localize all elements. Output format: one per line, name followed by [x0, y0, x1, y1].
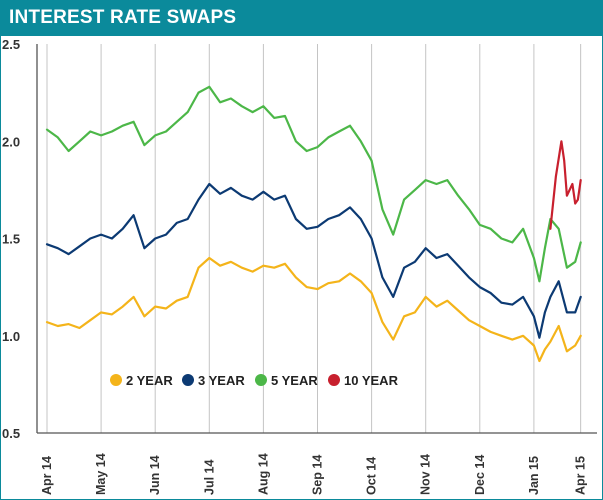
- x-tick-label: Jun 14: [148, 455, 162, 495]
- legend-label: 3 YEAR: [198, 373, 245, 388]
- series-line-10-year: [549, 140, 582, 230]
- y-tick-label: 2.0: [2, 134, 20, 149]
- x-tick-labels: Apr 14 May 14 Jun 14 Jul 14 Aug 14 Sep 14 Oct …: [40, 453, 588, 495]
- x-tick-label: Aug 14: [256, 453, 270, 495]
- y-tick-labels: 0.5 1.0 1.5 2.0 2.5: [2, 37, 20, 441]
- x-tick-label: May 14: [94, 453, 108, 495]
- y-tick-label: 0.5: [2, 426, 20, 441]
- legend-label: 2 YEAR: [126, 373, 173, 388]
- x-tick-label: Apr 14: [40, 456, 54, 495]
- legend-label: 5 YEAR: [271, 373, 318, 388]
- x-tick-label: Jul 14: [202, 460, 216, 495]
- x-tick-label: Nov 14: [419, 454, 433, 495]
- y-tick-label: 1.0: [2, 329, 20, 344]
- x-tick-label: Sep 14: [311, 455, 325, 495]
- y-tick-label: 2.5: [2, 37, 20, 52]
- series-line-5-year: [45, 85, 582, 283]
- legend-marker: [255, 374, 267, 386]
- series-line-2-year: [45, 256, 582, 363]
- x-tick-label: Oct 14: [365, 457, 379, 495]
- axes: [36, 44, 597, 434]
- legend-marker: [328, 374, 340, 386]
- x-tick-label: Dec 14: [473, 455, 487, 495]
- chart-header: INTEREST RATE SWAPS: [0, 0, 603, 36]
- legend-marker: [110, 374, 122, 386]
- chart-title: INTEREST RATE SWAPS: [9, 7, 237, 28]
- legend-marker: [182, 374, 194, 386]
- x-tick-label: Jan 15: [527, 456, 541, 495]
- y-tick-label: 1.5: [2, 232, 20, 247]
- series-lines: [45, 85, 582, 363]
- x-tick-label: Apr 15: [574, 456, 588, 495]
- legend: 2 YEAR 3 YEAR 5 YEAR 10 YEAR: [110, 373, 399, 388]
- legend-label: 10 YEAR: [344, 373, 399, 388]
- series-line-3-year: [45, 182, 582, 339]
